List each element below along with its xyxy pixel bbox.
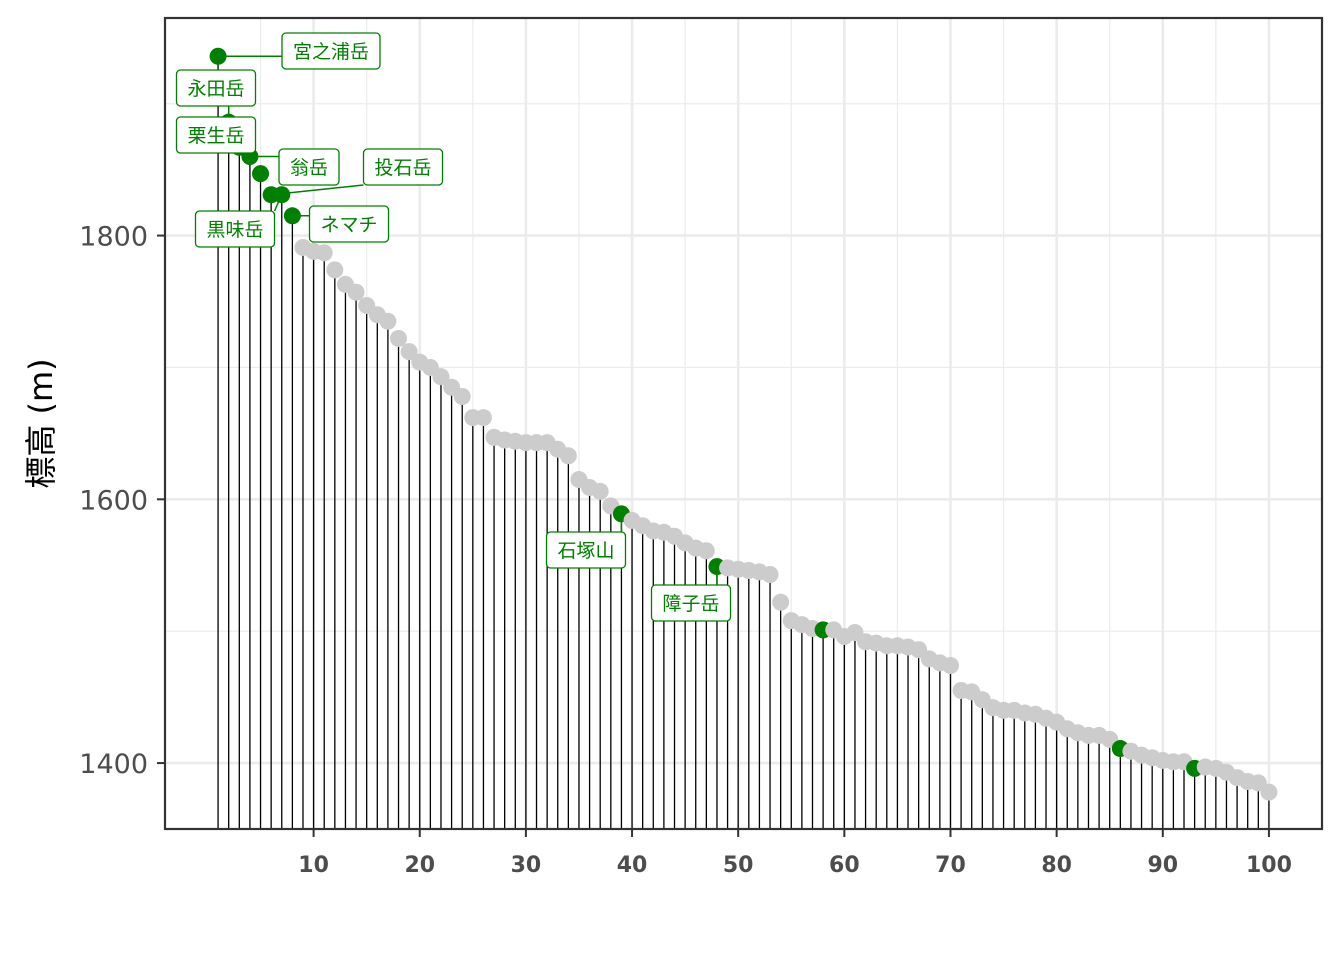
label-text: ネマチ [320,214,377,236]
y-tick-label: 1600 [79,485,148,516]
label-box [281,32,381,70]
points [209,47,1278,801]
x-axis-ticks: 10 20 30 40 50 60 70 80 90 100 [298,829,1292,878]
label-text: 黒味岳 [206,219,263,241]
y-tick-label: 1800 [79,222,148,253]
y-tick-label: 1400 [79,749,148,780]
x-tick-label: 20 [404,853,435,878]
data-point [941,656,959,674]
label-leaders [218,55,718,585]
panel-border [163,16,1324,831]
data-point [474,409,492,427]
data-point [1260,783,1278,801]
highlight-point [252,165,270,183]
y-axis-ticks: 1400 1600 1800 [79,222,165,780]
x-tick-label: 80 [1041,853,1072,878]
data-point [390,329,408,347]
x-tick-label: 30 [511,853,542,878]
label-leader [271,184,364,196]
label-text: 石塚山 [557,540,614,562]
x-tick-label: 90 [1147,853,1178,878]
data-point [347,283,365,301]
x-tick-label: 10 [298,853,329,878]
x-tick-label: 100 [1246,853,1292,878]
data-point [772,593,790,611]
x-tick-label: 70 [935,853,966,878]
x-tick-label: 40 [617,853,648,878]
x-tick-label: 60 [829,853,860,878]
x-tick-label: 50 [723,853,754,878]
y-axis-title: 標高 (m) [22,358,60,488]
label-leader [273,194,283,212]
label-text: 永田岳 [187,78,244,100]
data-point [326,261,344,279]
data-point [761,565,779,583]
label-text: 翁岳 [290,157,328,179]
data-point [432,368,450,386]
label-box [175,116,257,154]
data-point [559,447,577,465]
grid-major [165,18,1322,829]
label-box [545,531,627,569]
grid-minor [165,18,1323,829]
label-text: 障子岳 [662,593,719,615]
data-point [697,542,715,560]
data-point [315,244,333,262]
label-text: 栗生岳 [187,125,244,147]
label-box [175,69,257,107]
label-box [362,148,444,186]
label-box [650,584,732,622]
data-point [379,312,397,330]
label-text: 投石岳 [374,157,431,179]
label-box [194,210,276,248]
data-point [453,387,471,405]
label-box [278,148,340,186]
data-point [400,343,418,361]
data-point [591,482,609,500]
label-box [308,205,390,243]
label-text: 宮之浦岳 [293,41,369,63]
